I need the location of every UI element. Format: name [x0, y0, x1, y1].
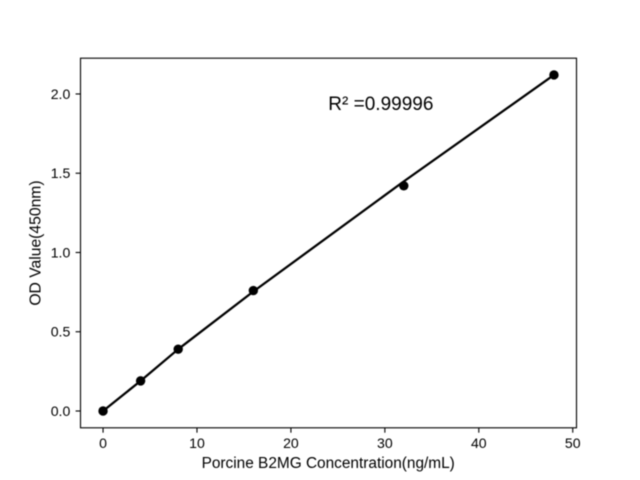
svg-text:0.0: 0.0 — [51, 403, 71, 419]
svg-text:2.0: 2.0 — [51, 86, 71, 102]
svg-text:40: 40 — [471, 435, 487, 451]
svg-text:R² =0.99996: R² =0.99996 — [328, 94, 433, 115]
svg-text:10: 10 — [189, 435, 205, 451]
svg-text:1.0: 1.0 — [51, 244, 71, 260]
svg-text:20: 20 — [283, 435, 299, 451]
svg-text:0: 0 — [99, 435, 107, 451]
svg-text:0.5: 0.5 — [51, 324, 71, 340]
svg-text:30: 30 — [377, 435, 393, 451]
svg-text:OD Value(450nm): OD Value(450nm) — [28, 180, 45, 305]
svg-text:50: 50 — [565, 435, 581, 451]
svg-text:Porcine B2MG Concentration(ng/: Porcine B2MG Concentration(ng/mL) — [202, 455, 455, 472]
svg-text:1.5: 1.5 — [51, 165, 71, 181]
